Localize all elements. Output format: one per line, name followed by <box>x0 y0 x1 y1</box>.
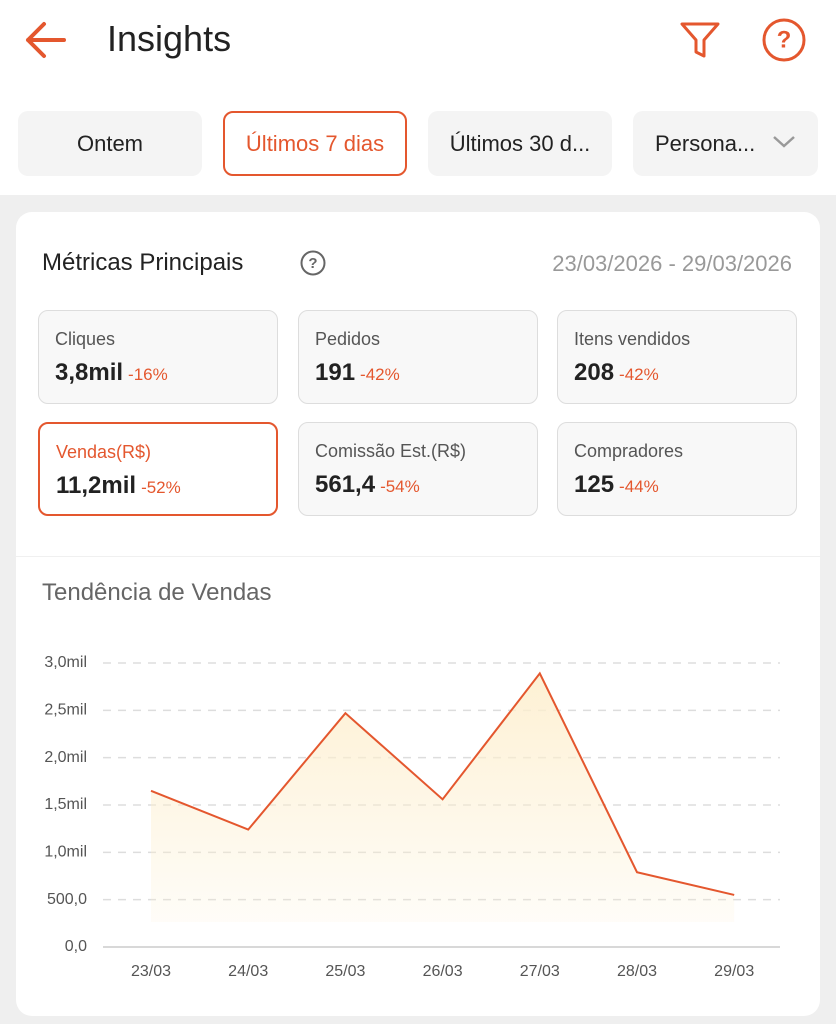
tab[interactable]: Ontem <box>18 111 202 176</box>
date-range: 23/03/2026 - 29/03/2026 <box>552 251 792 276</box>
metric-value: 3,8mil <box>55 359 124 386</box>
x-tick-label: 28/03 <box>617 963 657 980</box>
x-tick-label: 25/03 <box>325 963 365 980</box>
metric-value-row: 208 -42% <box>574 359 659 387</box>
page-title: Insights <box>107 18 232 59</box>
chevron <box>773 136 795 148</box>
metric-tile[interactable]: Comissão Est.(R$) 561,4 -54% <box>298 422 538 516</box>
section-title: Métricas Principais <box>42 249 244 276</box>
tab[interactable]: Últimos 30 d... <box>428 111 612 176</box>
y-tick-label: 0,0 <box>65 938 87 955</box>
divider <box>16 556 820 557</box>
metric-value: 191 <box>315 359 356 386</box>
metric-value: 125 <box>574 471 615 498</box>
filter-button[interactable] <box>680 22 720 58</box>
help-button[interactable]: ? <box>762 18 806 62</box>
x-tick-label: 26/03 <box>423 963 463 980</box>
help-icon[interactable]: ? <box>299 249 327 277</box>
metric-value-row: 125 -44% <box>574 471 659 499</box>
metric-change: -52% <box>141 478 181 497</box>
metric-tile[interactable]: Cliques 3,8mil -16% <box>38 310 278 404</box>
y-tick-label: 2,0mil <box>44 749 87 766</box>
y-tick-label: 500,0 <box>47 891 87 908</box>
metric-value-row: 561,4 -54% <box>315 471 420 499</box>
svg-text:?: ? <box>308 255 317 272</box>
metric-value-row: 3,8mil -16% <box>55 359 168 387</box>
y-tick-label: 1,5mil <box>44 796 87 813</box>
metric-tile[interactable]: Compradores 125 -44% <box>557 422 797 516</box>
y-tick-label: 2,5mil <box>44 702 87 719</box>
back-button[interactable] <box>26 22 66 58</box>
metric-value: 561,4 <box>315 471 376 498</box>
metric-value: 11,2mil <box>56 472 137 499</box>
metric-label: Cliques <box>55 329 116 349</box>
chart-title: Tendência de Vendas <box>42 579 272 606</box>
chart: 0,0 500,0 1,0mil 1,5mil 2,0mil 2,5mil 3,0mil 23… <box>44 654 780 980</box>
metric-label: Vendas(R$) <box>56 442 152 462</box>
metric-tile[interactable]: Pedidos 191 -42% <box>298 310 538 404</box>
metric-label: Comissão Est.(R$) <box>315 441 467 461</box>
metric-label: Itens vendidos <box>574 329 691 349</box>
metric-label: Compradores <box>574 441 684 461</box>
metric-change: -44% <box>619 477 659 496</box>
x-tick-label: 27/03 <box>520 963 560 980</box>
metric-label: Pedidos <box>315 329 381 349</box>
header-icons: ? <box>26 18 806 62</box>
metric-tile[interactable]: Vendas(R$) 11,2mil -52% <box>38 422 278 516</box>
y-tick-label: 3,0mil <box>44 654 87 671</box>
metric-value: 208 <box>574 359 615 386</box>
tab-label: Persona... <box>655 130 756 156</box>
metric-change: -54% <box>380 477 420 496</box>
svg-text:?: ? <box>777 26 792 53</box>
y-tick-label: 1,0mil <box>44 844 87 861</box>
metric-change: -42% <box>360 365 400 384</box>
metric-value-row: 11,2mil -52% <box>56 472 181 500</box>
metric-change: -42% <box>619 365 659 384</box>
tab[interactable]: Últimos 7 dias <box>223 111 407 176</box>
x-tick-label: 24/03 <box>228 963 268 980</box>
line <box>150 671 735 896</box>
x-tick-label: 29/03 <box>714 963 754 980</box>
area <box>151 673 735 922</box>
metric-tile[interactable]: Itens vendidos 208 -42% <box>557 310 797 404</box>
x-tick-label: 23/03 <box>131 963 171 980</box>
metric-value-row: 191 -42% <box>315 359 400 387</box>
metric-change: -16% <box>128 365 168 384</box>
